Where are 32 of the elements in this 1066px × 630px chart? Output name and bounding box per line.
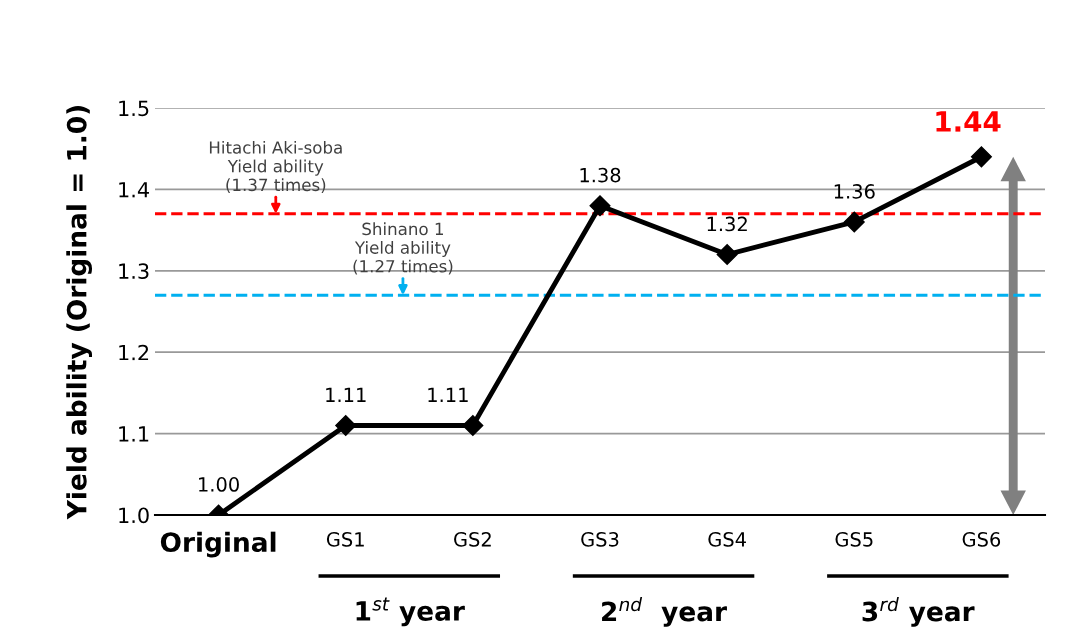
x-tick-label: GS6 bbox=[962, 532, 1001, 547]
data-label: 1.36 bbox=[834, 184, 875, 199]
point bbox=[589, 195, 611, 217]
text: 2$^{nd}$ year bbox=[602, 596, 727, 627]
data-label: 1.32 bbox=[707, 216, 747, 232]
x-tick-label: GS5 bbox=[835, 532, 873, 547]
x-tick-label: GS1 bbox=[326, 532, 364, 547]
y-tick-label: 1.4 bbox=[119, 182, 149, 198]
y-tick-label: 1.5 bbox=[119, 100, 149, 117]
y-tick-label: 1.0 bbox=[119, 507, 149, 524]
data-label: 1.11 bbox=[428, 387, 468, 402]
ref-line-label: Shinano 1 Yield ability (1.27 times) bbox=[353, 222, 453, 275]
text: 3$^{rd}$ year bbox=[862, 596, 975, 627]
y-tick-label: 1.1 bbox=[119, 426, 149, 442]
text: 1$^{st}$ year bbox=[356, 597, 465, 627]
x-tick-label: GS4 bbox=[708, 532, 746, 547]
data-label: 1.38 bbox=[580, 167, 621, 183]
point bbox=[843, 211, 865, 233]
y-axis-title: Yield ability (Original = 1.0) bbox=[66, 106, 93, 520]
y-tick-label: 1.3 bbox=[119, 263, 149, 280]
point bbox=[462, 414, 484, 436]
point bbox=[335, 414, 357, 436]
data-label: 1.11 bbox=[326, 387, 366, 402]
point bbox=[970, 146, 992, 168]
point bbox=[716, 244, 738, 266]
x-tick-label: GS2 bbox=[454, 532, 491, 547]
y-tick-label: 1.2 bbox=[119, 344, 149, 361]
x-tick-label: GS3 bbox=[581, 532, 619, 547]
data-label: 1.00 bbox=[199, 477, 239, 492]
data-label: 1.44 bbox=[936, 111, 1001, 132]
x-tick-label: Original bbox=[160, 531, 276, 558]
ref-line-label: Hitachi Aki-soba Yield ability (1.37 times) bbox=[209, 140, 342, 194]
